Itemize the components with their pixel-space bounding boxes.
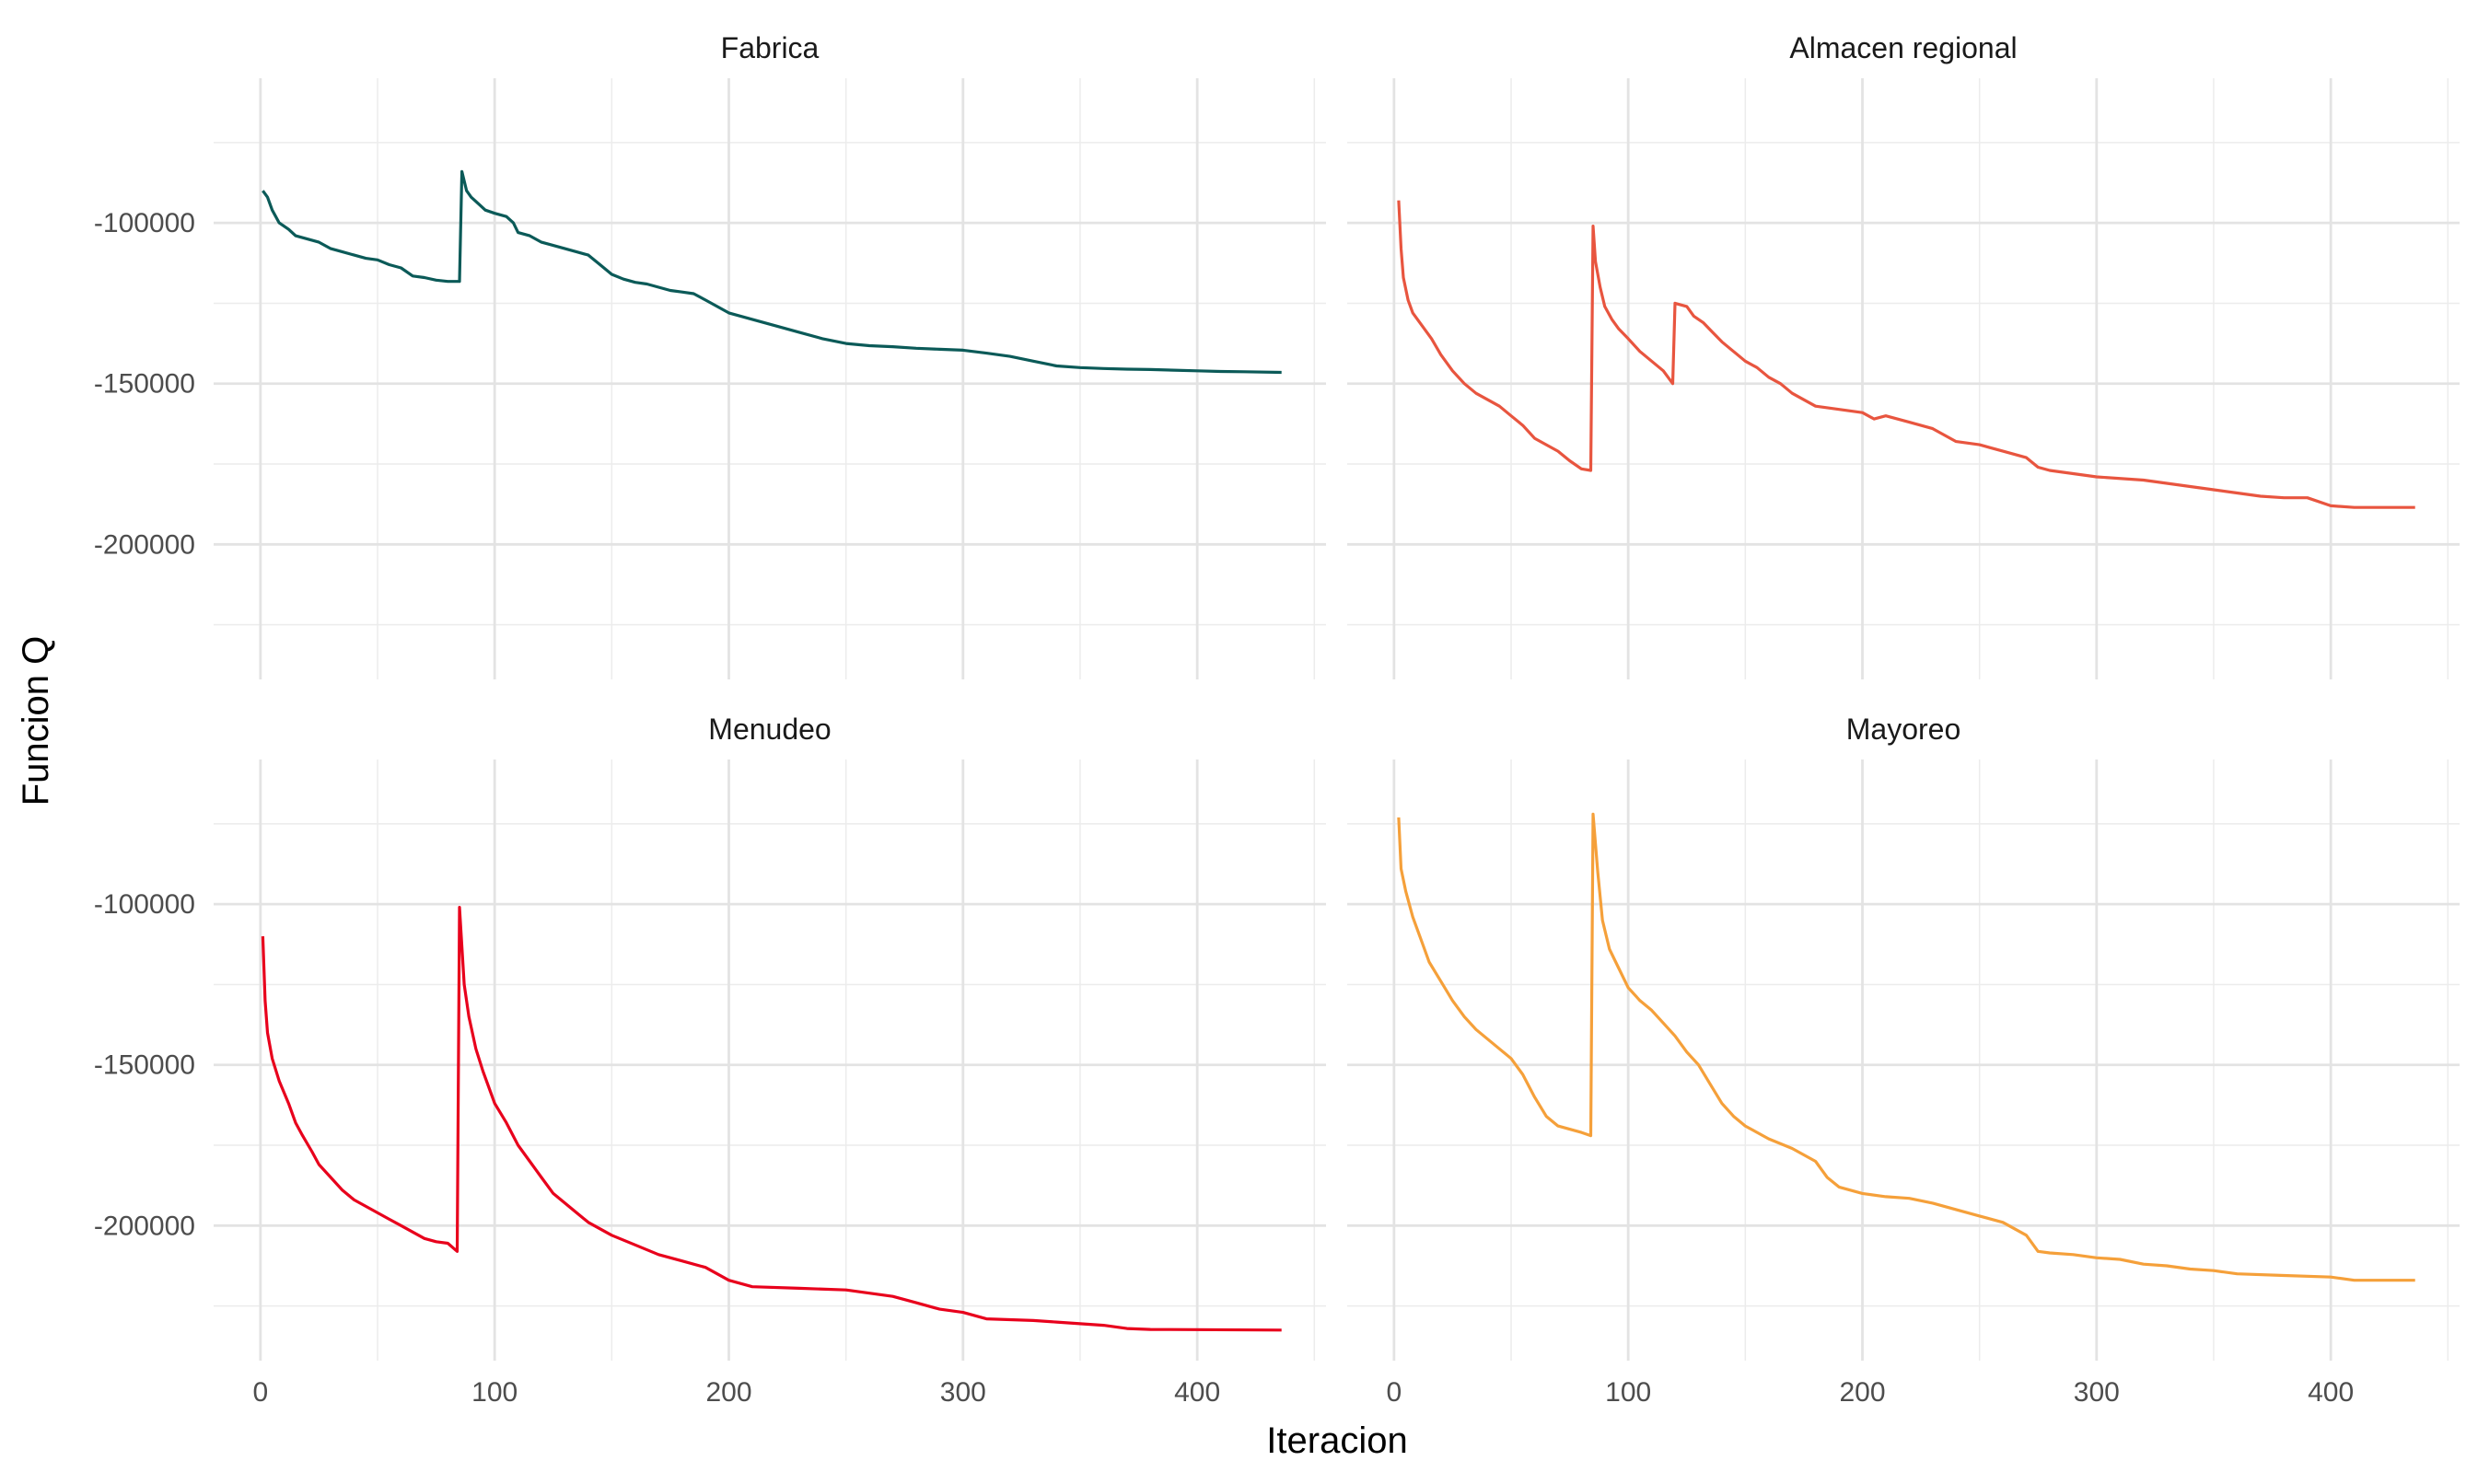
panel-title: Almacen regional — [1789, 31, 2017, 64]
x-tick-label: 300 — [2074, 1377, 2120, 1408]
y-tick-label: -150000 — [94, 369, 195, 400]
x-tick-label: 400 — [2308, 1377, 2354, 1408]
y-tick-label: -150000 — [94, 1050, 195, 1081]
series-line — [1397, 200, 2415, 509]
y-tick-label: -200000 — [94, 1211, 195, 1241]
x-tick-label: 100 — [471, 1377, 518, 1408]
y-tick-label: -100000 — [94, 889, 195, 920]
y-axis-title: Funcion Q — [16, 636, 56, 806]
panel-almacen-regional: Almacen regional — [1347, 31, 2460, 679]
panel-title: Fabrica — [721, 31, 820, 64]
x-tick-label: 300 — [940, 1377, 986, 1408]
series-line — [261, 905, 1282, 1332]
x-tick-label: 200 — [705, 1377, 751, 1408]
facet-panels: Fabrica -100000 -150000 -200000 Almacen regi… — [94, 31, 2460, 1408]
panel-menudeo: Menudeo 0 100 200 300 400 -100000 -150000 -20000… — [94, 713, 1326, 1408]
panel-title: Menudeo — [708, 713, 831, 746]
x-tick-label: 0 — [253, 1377, 269, 1408]
x-tick-label: 200 — [1839, 1377, 1885, 1408]
y-tick-label: -100000 — [94, 208, 195, 238]
y-tick-label: -200000 — [94, 529, 195, 560]
x-tick-label: 100 — [1605, 1377, 1651, 1408]
panel-mayoreo: Mayoreo 0 100 200 300 400 — [1347, 713, 2460, 1408]
x-tick-label: 0 — [1387, 1377, 1402, 1408]
panel-title: Mayoreo — [1846, 713, 1961, 746]
series-line — [1397, 812, 2415, 1282]
series-line — [262, 169, 1282, 375]
x-axis-title: Iteracion — [1266, 1420, 1407, 1461]
x-tick-label: 400 — [1174, 1377, 1220, 1408]
panel-fabrica: Fabrica -100000 -150000 -200000 — [94, 31, 1326, 679]
